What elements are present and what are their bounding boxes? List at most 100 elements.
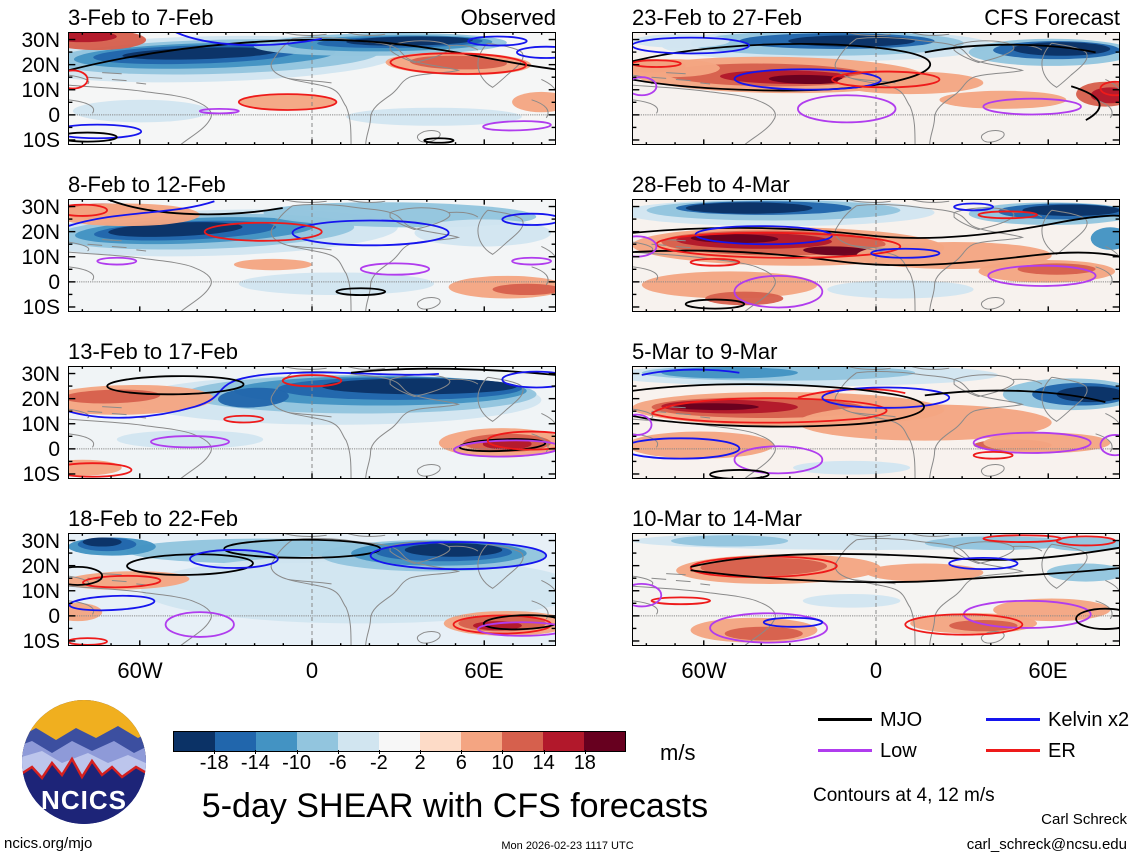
wave-contours — [68, 369, 556, 477]
lat-label: 10S — [22, 129, 60, 152]
colorbar-tick-label: -10 — [282, 752, 311, 774]
logo-red-crest-line — [22, 756, 146, 781]
map-panel-svg — [68, 366, 556, 479]
map-panel-svg — [68, 32, 556, 145]
panel-header: 23-Feb to 27-Feb CFS Forecast — [632, 3, 1120, 29]
wave-contours — [632, 38, 1120, 123]
map-panel — [632, 533, 1120, 646]
colorbar-tick — [543, 750, 545, 754]
shear-fill-blobs — [632, 199, 1120, 306]
website-label: ncics.org/mjo — [4, 835, 93, 852]
panel-corner-label: Observed — [460, 5, 556, 30]
lon-label: 60E — [1028, 658, 1068, 683]
map-panel — [632, 32, 1120, 145]
colorbar-tick — [502, 750, 504, 754]
panel-header: 18-Feb to 22-Feb — [68, 504, 556, 530]
lat-label: 10N — [21, 580, 60, 603]
colorbar-tick — [337, 750, 339, 754]
panel-header: 28-Feb to 4-Mar — [632, 170, 1120, 196]
lat-label: 30N — [21, 29, 60, 52]
legend-label: Kelvin x2 — [1048, 709, 1130, 731]
map-panel-svg — [632, 533, 1120, 646]
panel-header: 13-Feb to 17-Feb — [68, 337, 556, 363]
lat-label: 10S — [22, 463, 60, 486]
legend-label: MJO — [880, 709, 923, 731]
panel-title: 13-Feb to 17-Feb — [68, 339, 238, 364]
lon-label: 60W — [681, 658, 727, 683]
colorbar-tick-label: -6 — [328, 752, 347, 774]
map-panel-svg — [68, 533, 556, 646]
lon-label: 60E — [464, 658, 504, 683]
colorbar-segment — [502, 732, 543, 751]
shear-fill-blobs — [68, 32, 556, 126]
lat-label: 10S — [22, 630, 60, 653]
wave-contours — [632, 535, 1120, 642]
panel-header: 3-Feb to 7-Feb Observed — [68, 3, 556, 29]
map-panel-svg — [632, 366, 1120, 479]
logo-front-mountain — [22, 759, 146, 824]
legend-label: Low — [880, 740, 917, 762]
panel-title: 18-Feb to 22-Feb — [68, 506, 238, 531]
panel-title: 5-Mar to 9-Mar — [632, 339, 778, 364]
map-panel — [68, 366, 556, 479]
colorbar-segment — [584, 732, 625, 751]
legend-line-kelvin-x2 — [986, 718, 1040, 721]
legend-line-er — [986, 749, 1040, 752]
colorbar-tick — [296, 750, 298, 754]
lat-label: 0 — [48, 605, 60, 628]
colorbar-segment — [420, 732, 461, 751]
axis-ticks — [632, 533, 1120, 646]
wave-contours — [68, 32, 556, 143]
lat-label: 10N — [21, 413, 60, 436]
colorbar-segment — [174, 732, 215, 751]
author-credit: Carl Schreck — [1041, 811, 1127, 828]
colorbar-tick — [461, 750, 463, 754]
colorbar: -18 -14 -10 -6 -2 2 6 10 14 18 — [173, 731, 626, 774]
panel-header: 8-Feb to 12-Feb — [68, 170, 556, 196]
colorbar-tick-label: 10 — [491, 752, 514, 774]
shear-fill-blobs — [632, 366, 1120, 475]
wave-contours — [632, 370, 1120, 479]
author-email: carl_schreck@ncsu.edu — [966, 836, 1127, 853]
colorbar-tick-label: 14 — [532, 752, 555, 774]
lat-label: 30N — [21, 196, 60, 219]
colorbar-tick — [420, 750, 422, 754]
lon-label: 60W — [117, 658, 163, 683]
ncics-logo-graphic: NCICS — [22, 700, 146, 824]
axis-ticks — [632, 199, 1120, 312]
shear-fill-blobs — [68, 375, 556, 476]
colorbar-tick-label: 6 — [455, 752, 467, 774]
lat-label: 0 — [48, 104, 60, 127]
lat-label: 10N — [21, 246, 60, 269]
lat-label: 30N — [21, 363, 60, 386]
colorbar-tick-label: 2 — [414, 752, 426, 774]
lat-label: 20N — [21, 54, 60, 77]
lat-label: 10S — [22, 296, 60, 319]
panel-title: 10-Mar to 14-Mar — [632, 506, 802, 531]
wave-contours — [68, 199, 556, 295]
colorbar-segment — [379, 732, 420, 751]
panel-title: 3-Feb to 7-Feb — [68, 5, 214, 30]
map-panel — [68, 199, 556, 312]
colorbar-segment — [297, 732, 338, 751]
colorbar-tick — [378, 750, 380, 754]
map-panel-svg — [632, 199, 1120, 312]
colorbar-segment — [461, 732, 502, 751]
colorbar-segment — [256, 732, 297, 751]
panel-title: 23-Feb to 27-Feb — [632, 5, 802, 30]
lon-label: 0 — [305, 658, 319, 683]
colorbar-tick-label: -18 — [199, 752, 229, 774]
colorbar-tick-label: -2 — [370, 752, 388, 774]
lat-label: 30N — [21, 530, 60, 553]
map-panel — [68, 533, 556, 646]
legend-label: ER — [1048, 740, 1076, 762]
legend-line-mjo — [818, 718, 872, 721]
colorbar-tick-label: 18 — [573, 752, 596, 774]
lat-label: 0 — [48, 438, 60, 461]
colorbar-segment — [543, 732, 584, 751]
map-panel — [68, 32, 556, 145]
figure-title: 5-day SHEAR with CFS forecasts — [201, 787, 709, 825]
map-panel-svg — [68, 199, 556, 312]
ncics-logo: NCICS — [18, 696, 150, 828]
